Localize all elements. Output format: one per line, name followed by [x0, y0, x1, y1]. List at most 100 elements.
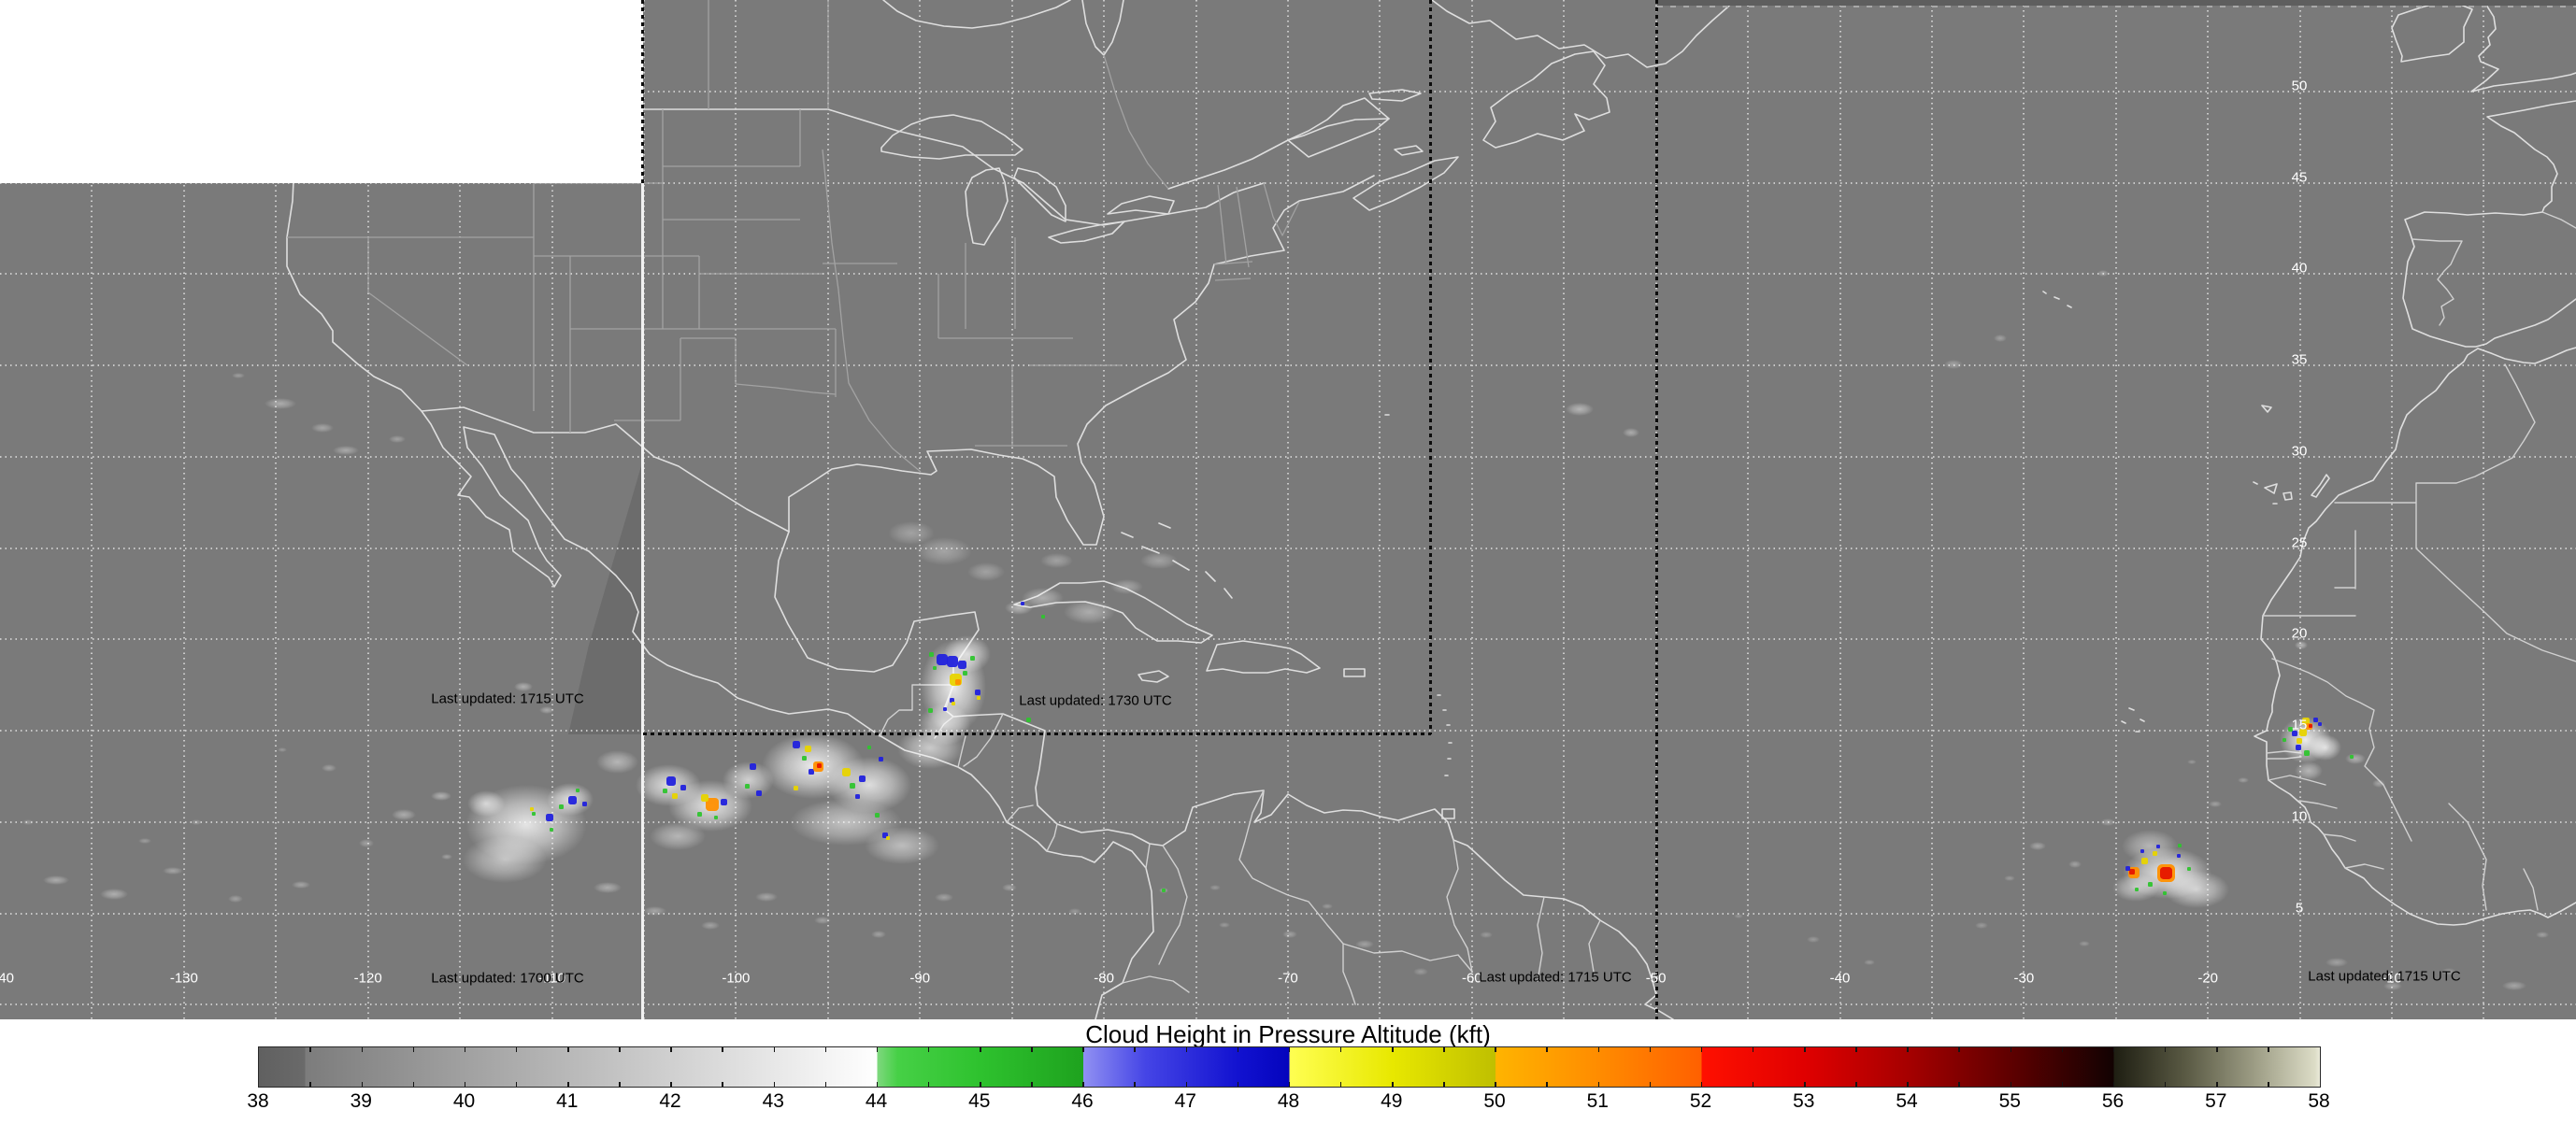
- cloud-blob: [701, 920, 720, 930]
- longitude-label: -140: [0, 970, 15, 987]
- gridline-lon: [182, 0, 185, 1019]
- bahamas-islands: [1121, 522, 1233, 599]
- colorbar-tick: [1804, 1082, 1806, 1087]
- cloud-blob: [1322, 903, 1333, 909]
- colorbar-tick: [1546, 1047, 1548, 1052]
- cloud-top-dot: [2135, 888, 2139, 891]
- colorbar-tick: [1339, 1082, 1342, 1087]
- longitude-label: -10: [2382, 970, 2402, 987]
- longitude-label: -70: [1278, 970, 1298, 987]
- cloud-blob: [2029, 841, 2046, 850]
- cloud-blob: [2536, 931, 2549, 938]
- colorbar-tick: [309, 1082, 311, 1087]
- sector-boundary-layer: [641, 0, 1658, 1019]
- latitude-label: 35: [2291, 351, 2308, 368]
- colorbar-tick: [1134, 1082, 1136, 1087]
- coastline-ireland: [2391, 1, 2473, 63]
- cloud-top-dot: [581, 801, 587, 806]
- cloud-blob: [594, 882, 622, 893]
- cloud-top-dot: [933, 666, 937, 670]
- colorbar-tick: [1700, 1047, 1703, 1052]
- cloud-blob: [292, 881, 310, 889]
- sector-boundary-dotted-vertical: [1429, 0, 1432, 734]
- gridline-lat: [0, 730, 2576, 732]
- colorbar-tick-label: 51: [1586, 1090, 1609, 1112]
- cloud-blob: [2097, 269, 2109, 277]
- colorbar-tick: [361, 1047, 363, 1052]
- cloud-top-dot: [850, 783, 855, 789]
- cloud-blob: [163, 867, 183, 875]
- cloud-top-dot: [546, 814, 553, 821]
- colorbar-tick-label: 39: [350, 1090, 372, 1112]
- cloud-blob: [467, 790, 505, 817]
- colorbar-tick: [980, 1047, 981, 1052]
- colorbar-tick: [412, 1047, 415, 1052]
- colorbar-tick: [567, 1047, 569, 1052]
- colorbar-tick: [2010, 1082, 2011, 1087]
- cloud-top-dot: [530, 807, 534, 811]
- cloud-blob: [191, 819, 202, 825]
- longitude-label: -110: [538, 970, 566, 987]
- colorbar-tick: [1339, 1047, 1342, 1052]
- last-updated-label: Last updated: 1700 UTC: [431, 970, 584, 987]
- cloud-top-dot: [928, 651, 934, 657]
- colorbar-tick: [1392, 1047, 1394, 1052]
- cloud-blob: [1623, 428, 1639, 437]
- coastline-france-iberia: [2402, 100, 2576, 348]
- gridline-lon: [919, 0, 922, 1019]
- cloud-blob: [1994, 334, 2007, 342]
- gridline-lon: [2298, 0, 2301, 1019]
- cloud-top-dot: [927, 707, 933, 713]
- gridline-lon: [1286, 0, 1289, 1019]
- cloud-blob: [1140, 552, 1178, 569]
- colorbar-tick-label: 53: [1793, 1090, 1815, 1112]
- cloud-top-dot: [680, 785, 686, 790]
- cloud-blob: [43, 875, 69, 885]
- cloud-top-dot: [816, 762, 822, 768]
- colorbar-tick-label: 40: [452, 1090, 476, 1112]
- cloud-blob: [322, 764, 336, 772]
- gridline-lat: [0, 90, 2576, 92]
- cloud-top-dot: [962, 670, 967, 676]
- cloud-top-dot: [943, 707, 947, 711]
- gridline-lat: [0, 273, 2576, 276]
- gridline-lon: [275, 0, 278, 1019]
- cloud-blob: [463, 836, 547, 883]
- colorbar-tick: [1958, 1082, 1960, 1087]
- cloud-blob: [265, 398, 296, 409]
- cloud-blob: [2326, 958, 2348, 967]
- cloud-top-dot: [2159, 866, 2172, 879]
- cloud-top-dot: [701, 794, 708, 802]
- latitude-label: 25: [2291, 534, 2308, 550]
- cloud-blob: [100, 889, 128, 900]
- colorbar-tick-label: 43: [762, 1090, 784, 1112]
- colorbar-tick-label: 42: [659, 1090, 681, 1112]
- colorbar-tick: [927, 1047, 930, 1052]
- gridline-lon: [735, 0, 737, 1019]
- colorbar-tick: [361, 1082, 363, 1087]
- cloud-top-dot: [969, 655, 975, 661]
- cloud-top-dot: [2318, 722, 2322, 726]
- cloud-top-dot: [749, 762, 756, 770]
- longitude-label: -100: [722, 970, 751, 987]
- gridline-lat: [0, 181, 2576, 184]
- colorbar-tick-label: 41: [556, 1090, 579, 1112]
- colorbar-tick: [1288, 1047, 1291, 1052]
- cloud-top-dot: [2299, 729, 2307, 736]
- colorbar-tick-label: 38: [247, 1090, 269, 1112]
- colorbar-tick: [2268, 1082, 2269, 1087]
- cloud-blob: [232, 373, 245, 378]
- spain-portugal-border: [2411, 238, 2463, 326]
- colorbar-tick: [1907, 1047, 1909, 1052]
- cloud-blob: [1734, 913, 1743, 918]
- cloud-blob: [2441, 968, 2456, 975]
- coastline-labrador: [1431, 0, 1736, 68]
- colorbar-legend: Cloud Height in Pressure Altitude (kft) …: [0, 1019, 2576, 1124]
- cloud-blob: [871, 931, 886, 938]
- latitude-label: 10: [2291, 808, 2308, 825]
- gridline-lon: [1379, 0, 1381, 1019]
- cloud-top-dot: [720, 798, 727, 805]
- cloud-blob: [2164, 871, 2229, 908]
- coastlines-layer: [174, 0, 2576, 1019]
- last-updated-label: Last updated: 1730 UTC: [1019, 692, 1172, 709]
